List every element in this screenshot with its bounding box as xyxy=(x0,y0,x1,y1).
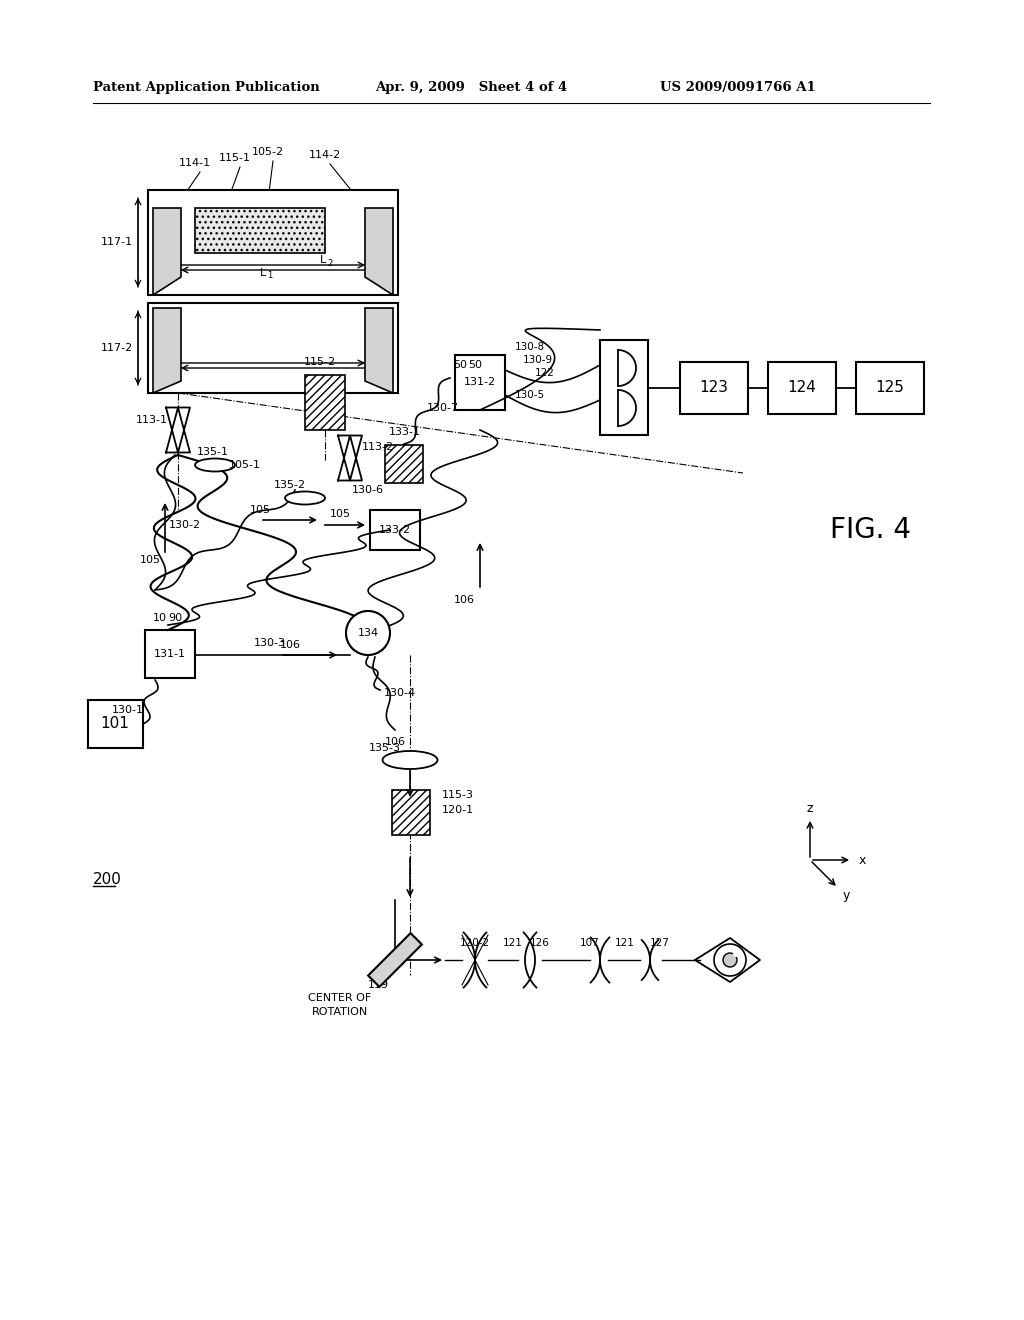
Text: 115-3: 115-3 xyxy=(442,789,474,800)
Text: 106: 106 xyxy=(454,595,474,605)
Text: 105-2: 105-2 xyxy=(252,147,284,157)
Text: x: x xyxy=(858,854,865,866)
Text: 126: 126 xyxy=(530,939,550,948)
Bar xyxy=(680,362,748,414)
Text: L: L xyxy=(260,268,266,279)
Circle shape xyxy=(714,944,746,975)
Text: 113-2: 113-2 xyxy=(361,442,394,451)
Text: y: y xyxy=(843,890,850,903)
Text: Apr. 9, 2009   Sheet 4 of 4: Apr. 9, 2009 Sheet 4 of 4 xyxy=(375,82,567,95)
Text: 131-2: 131-2 xyxy=(464,378,496,387)
Text: 105: 105 xyxy=(330,510,350,519)
Text: 105-1: 105-1 xyxy=(229,459,261,470)
Text: 106: 106 xyxy=(280,640,300,649)
Text: 90: 90 xyxy=(168,612,182,623)
Polygon shape xyxy=(153,209,181,294)
Text: 131-1: 131-1 xyxy=(154,649,186,659)
Ellipse shape xyxy=(383,751,437,770)
Circle shape xyxy=(346,611,390,655)
Text: 125: 125 xyxy=(876,380,904,396)
Text: 130-3: 130-3 xyxy=(254,638,286,648)
Text: 120-1: 120-1 xyxy=(442,805,474,814)
Bar xyxy=(600,341,648,436)
Circle shape xyxy=(733,950,739,957)
Text: 117-2: 117-2 xyxy=(100,343,133,352)
Polygon shape xyxy=(369,933,422,987)
Text: z: z xyxy=(807,801,813,814)
Bar xyxy=(195,209,325,253)
Bar xyxy=(305,375,345,430)
Text: 123: 123 xyxy=(699,380,728,396)
Text: 50: 50 xyxy=(468,360,482,370)
Text: L: L xyxy=(319,255,326,265)
Text: 105: 105 xyxy=(139,554,161,565)
Bar xyxy=(145,630,195,678)
Text: FIG. 4: FIG. 4 xyxy=(829,516,910,544)
Text: 105: 105 xyxy=(250,506,270,515)
Bar xyxy=(148,304,398,393)
Text: 133-2: 133-2 xyxy=(379,525,411,535)
Bar xyxy=(385,445,423,483)
Text: 117-1: 117-1 xyxy=(101,238,133,247)
Bar xyxy=(455,355,505,411)
Text: 130-4: 130-4 xyxy=(384,688,416,698)
Text: 120-2: 120-2 xyxy=(460,939,490,948)
Text: 130-7: 130-7 xyxy=(427,403,459,413)
Bar xyxy=(148,190,398,294)
Ellipse shape xyxy=(285,491,325,504)
Text: 130-2: 130-2 xyxy=(169,520,201,531)
Text: CENTER OF: CENTER OF xyxy=(308,993,372,1003)
Text: 115-1: 115-1 xyxy=(219,153,251,162)
Text: 1: 1 xyxy=(267,272,272,281)
Text: 127: 127 xyxy=(650,939,670,948)
Text: Patent Application Publication: Patent Application Publication xyxy=(93,82,319,95)
Text: 10: 10 xyxy=(153,612,167,623)
Text: 121: 121 xyxy=(615,939,635,948)
Bar xyxy=(370,510,420,550)
Bar xyxy=(88,700,143,748)
Text: 130-1: 130-1 xyxy=(112,705,144,715)
Ellipse shape xyxy=(195,458,234,471)
Text: 124: 124 xyxy=(787,380,816,396)
Text: 135-3: 135-3 xyxy=(369,743,401,752)
Text: 122: 122 xyxy=(536,368,555,378)
Text: 119: 119 xyxy=(368,979,388,990)
Circle shape xyxy=(723,953,737,968)
Text: 106: 106 xyxy=(384,737,406,747)
Text: 130-5: 130-5 xyxy=(515,389,545,400)
Polygon shape xyxy=(365,209,393,294)
Text: 50: 50 xyxy=(453,360,467,370)
Polygon shape xyxy=(365,308,393,393)
Text: 101: 101 xyxy=(100,717,129,731)
Text: 115-2: 115-2 xyxy=(304,356,336,367)
Text: US 2009/0091766 A1: US 2009/0091766 A1 xyxy=(660,82,816,95)
Text: 114-2: 114-2 xyxy=(309,150,341,160)
Text: 2: 2 xyxy=(328,259,333,268)
Text: 121: 121 xyxy=(503,939,523,948)
Text: 200: 200 xyxy=(93,873,122,887)
Text: 135-1: 135-1 xyxy=(197,447,229,457)
Bar xyxy=(392,789,430,836)
Text: 134: 134 xyxy=(357,628,379,638)
Bar xyxy=(856,362,924,414)
Text: ROTATION: ROTATION xyxy=(312,1007,368,1016)
Text: 107: 107 xyxy=(581,939,600,948)
Text: 130-6: 130-6 xyxy=(352,484,384,495)
Text: 113-1: 113-1 xyxy=(136,414,168,425)
Text: 114-1: 114-1 xyxy=(179,158,211,168)
Bar xyxy=(768,362,836,414)
Text: 133-1: 133-1 xyxy=(389,426,421,437)
Text: 135-2: 135-2 xyxy=(274,480,306,490)
Polygon shape xyxy=(153,308,181,393)
Text: 130-8: 130-8 xyxy=(515,342,545,352)
Text: 130-9: 130-9 xyxy=(523,355,553,366)
